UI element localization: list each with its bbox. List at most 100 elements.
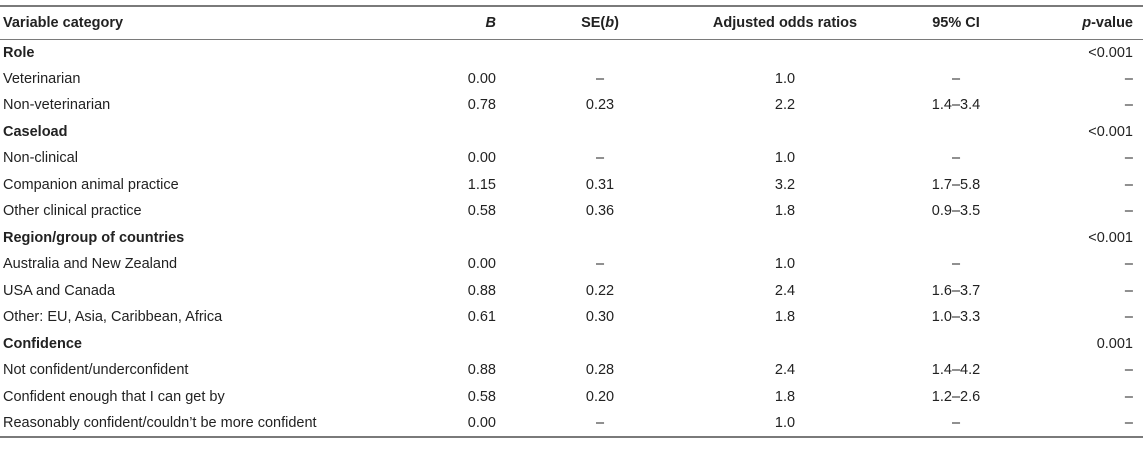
cell-ci: 1.2–2.6 [931,388,981,405]
cell-ci [880,39,1032,66]
table-body: Role <0.001 Veterinarian 0.00–1.0– – Non-vete… [0,39,1143,438]
cell-odds-ratio: 2.4 [774,362,796,379]
cell-p-value: <0.001 [1088,123,1133,140]
cell-odds-ratio: 3.2 [774,176,796,193]
table-row: USA and Canada 0.88 0.22 2.4 1.6–3.7 – [0,278,1143,305]
table-row: Non-veterinarian 0.78 0.23 2.2 1.4–3.4 – [0,92,1143,119]
cell-b: 0.00 [400,410,510,438]
cell-odds-ratio [690,119,880,146]
table-row: Reasonably confident/couldn’t be more co… [0,410,1143,438]
cell-p-value: – [1124,388,1133,405]
table-row: Veterinarian 0.00 – 1.0 – – [0,66,1143,93]
cell-b: 0.00 [467,150,496,167]
cell-variable: USA and Canada [3,282,116,299]
header-row: Variable category B SE(b) Adjusted odds … [0,5,1143,40]
cell-variable: Confidence [3,335,82,352]
cell-b: 0.00 [467,70,496,87]
cell-se-b: – [595,150,605,167]
cell-se-b: 0.31 [585,176,615,193]
cell-b: 0.61 [467,309,496,326]
cell-b [400,39,510,66]
cell-se-b: – [595,70,605,87]
cell-ci [880,225,1032,252]
cell-variable: Australia and New Zealand [3,256,178,273]
cell-variable: Companion animal practice [3,176,179,193]
table-row: Australia and New Zealand 0.00 – 1.0 – – [0,251,1143,278]
table-row: Confident enough that I can get by 0.58 0.… [0,384,1143,411]
cell-ci: 1.4–4.2 [931,362,981,379]
header-variable-category: Variable category [0,5,400,40]
cell-variable: Not confident/underconfident [3,362,189,379]
cell-se-b [510,225,690,252]
cell-odds-ratio: 1.8 [774,203,796,220]
cell-ci: 0.9–3.5 [931,203,981,220]
cell-b: 1.15 [467,176,496,193]
cell-odds-ratio [690,225,880,252]
cell-b [400,119,510,146]
cell-p-value: – [1124,362,1133,379]
cell-ci: 1.0–3.3 [931,309,981,326]
cell-se-b: 0.36 [585,203,615,220]
cell-ci: – [951,70,961,87]
cell-p-value: – [1124,176,1133,193]
table-row: Other: EU, Asia, Caribbean, Africa 0.61 0.… [0,304,1143,331]
cell-p-value: <0.001 [1088,229,1133,246]
header-adjusted-odds-ratios: Adjusted odds ratios [690,5,880,40]
header-95-ci: 95% CI [880,5,1032,40]
cell-variable: Other clinical practice [3,203,142,220]
cell-se-b: – [510,410,690,438]
cell-p-value: 0.001 [1096,335,1133,352]
cell-ci: 1.6–3.7 [931,282,981,299]
cell-ci: 1.4–3.4 [931,97,981,114]
cell-p-value: – [1124,309,1133,326]
cell-odds-ratio [690,39,880,66]
cell-b: 0.78 [467,97,496,114]
cell-ci [880,119,1032,146]
cell-odds-ratio: 1.0 [774,150,796,167]
cell-odds-ratio [690,331,880,358]
cell-p-value: – [1124,97,1133,114]
cell-p-value: – [1124,256,1133,273]
group-header-row: Role <0.001 [0,39,1143,66]
cell-variable: Non-veterinarian [3,97,111,114]
cell-variable: Confident enough that I can get by [3,388,225,405]
table-row: Non-clinical 0.00 – 1.0 – – [0,145,1143,172]
cell-odds-ratio: 1.0 [774,70,796,87]
header-p-value: p-value [1032,5,1143,40]
cell-p-value: – [1032,410,1143,438]
header-se-b: SE(b) [510,5,690,40]
cell-p-value: – [1124,150,1133,167]
cell-ci: – [951,256,961,273]
cell-odds-ratio: 1.8 [774,388,796,405]
table-row: Not confident/underconfident 0.88 0.28 2.4 1… [0,357,1143,384]
cell-b [400,225,510,252]
group-header-row: Caseload <0.001 [0,119,1143,146]
cell-se-b [510,331,690,358]
cell-variable: Other: EU, Asia, Caribbean, Africa [3,309,223,326]
cell-se-b: 0.30 [585,309,615,326]
table-header: Variable category B SE(b) Adjusted odds … [0,5,1143,40]
cell-se-b [510,39,690,66]
cell-se-b: 0.22 [585,282,615,299]
cell-variable: Role [3,44,35,61]
cell-p-value: – [1124,282,1133,299]
cell-ci: – [880,410,1032,438]
cell-variable: Reasonably confident/couldn’t be more co… [0,410,400,438]
cell-b: 0.88 [467,362,496,379]
table-row: Companion animal practice 1.15 0.31 3.2 1.7–… [0,172,1143,199]
cell-ci: – [951,150,961,167]
group-header-row: Region/group of countries <0.001 [0,225,1143,252]
cell-odds-ratio: 1.8 [774,309,796,326]
cell-variable: Region/group of countries [3,229,185,246]
cell-ci [880,331,1032,358]
cell-odds-ratio: 2.4 [774,282,796,299]
cell-p-value: – [1124,70,1133,87]
cell-se-b: 0.20 [585,388,615,405]
cell-odds-ratio: 2.2 [774,97,796,114]
table-row: Other clinical practice 0.58 0.36 1.8 0.9–3.… [0,198,1143,225]
cell-se-b [510,119,690,146]
cell-b: 0.88 [467,282,496,299]
cell-variable: Non-clinical [3,150,78,167]
cell-b: 0.00 [467,256,496,273]
